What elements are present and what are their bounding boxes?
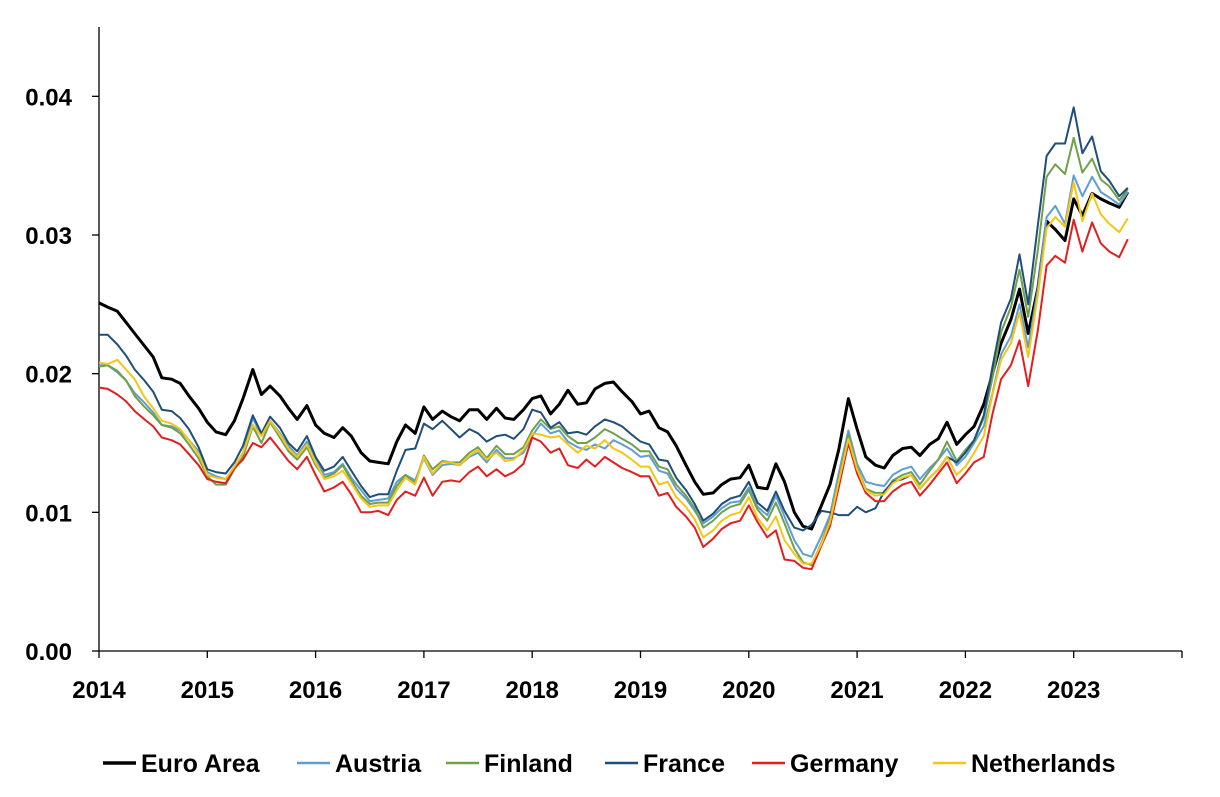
y-tick-label: 0.00 (25, 639, 72, 666)
axes (98, 27, 1182, 652)
series-line-france (99, 106, 1129, 532)
series-lines (98, 106, 1130, 571)
x-tick-label: 2016 (289, 677, 342, 704)
y-tick-label: 0.03 (25, 223, 72, 250)
legend-label-finland: Finland (484, 750, 573, 778)
x-tick-label: 2017 (397, 677, 450, 704)
x-tick-label: 2019 (614, 677, 667, 704)
series-line-germany (98, 218, 1129, 571)
series-line-euro-area (98, 191, 1130, 531)
legend-label-france: France (643, 750, 725, 778)
y-tick-label: 0.01 (25, 500, 72, 527)
legend-label-euro-area: Euro Area (141, 750, 261, 778)
x-tick-label: 2015 (181, 677, 234, 704)
legend-label-germany: Germany (790, 750, 898, 778)
y-tick-label: 0.02 (25, 362, 72, 389)
x-tick-label: 2021 (830, 677, 883, 704)
series-line-austria (99, 174, 1129, 558)
y-axis-ticks: 0.00 0.01 0.02 0.03 0.04 (25, 84, 99, 666)
x-tick-label: 2022 (939, 677, 992, 704)
y-tick-label: 0.04 (25, 84, 72, 111)
x-tick-label: 2018 (506, 677, 559, 704)
x-axis-ticks: 2014 2015 2016 2017 2018 2019 2020 2021 2022 2023 (72, 651, 1183, 704)
legend-label-netherlands: Netherlands (971, 750, 1115, 778)
legend: Euro Area Austria Finland France Germany Neth… (103, 750, 1115, 778)
series-line-netherlands (98, 181, 1129, 565)
x-tick-label: 2020 (722, 677, 775, 704)
legend-label-austria: Austria (335, 750, 422, 778)
x-tick-label: 2023 (1047, 677, 1100, 704)
series-line-finland (98, 136, 1129, 566)
x-tick-label: 2014 (72, 677, 126, 704)
